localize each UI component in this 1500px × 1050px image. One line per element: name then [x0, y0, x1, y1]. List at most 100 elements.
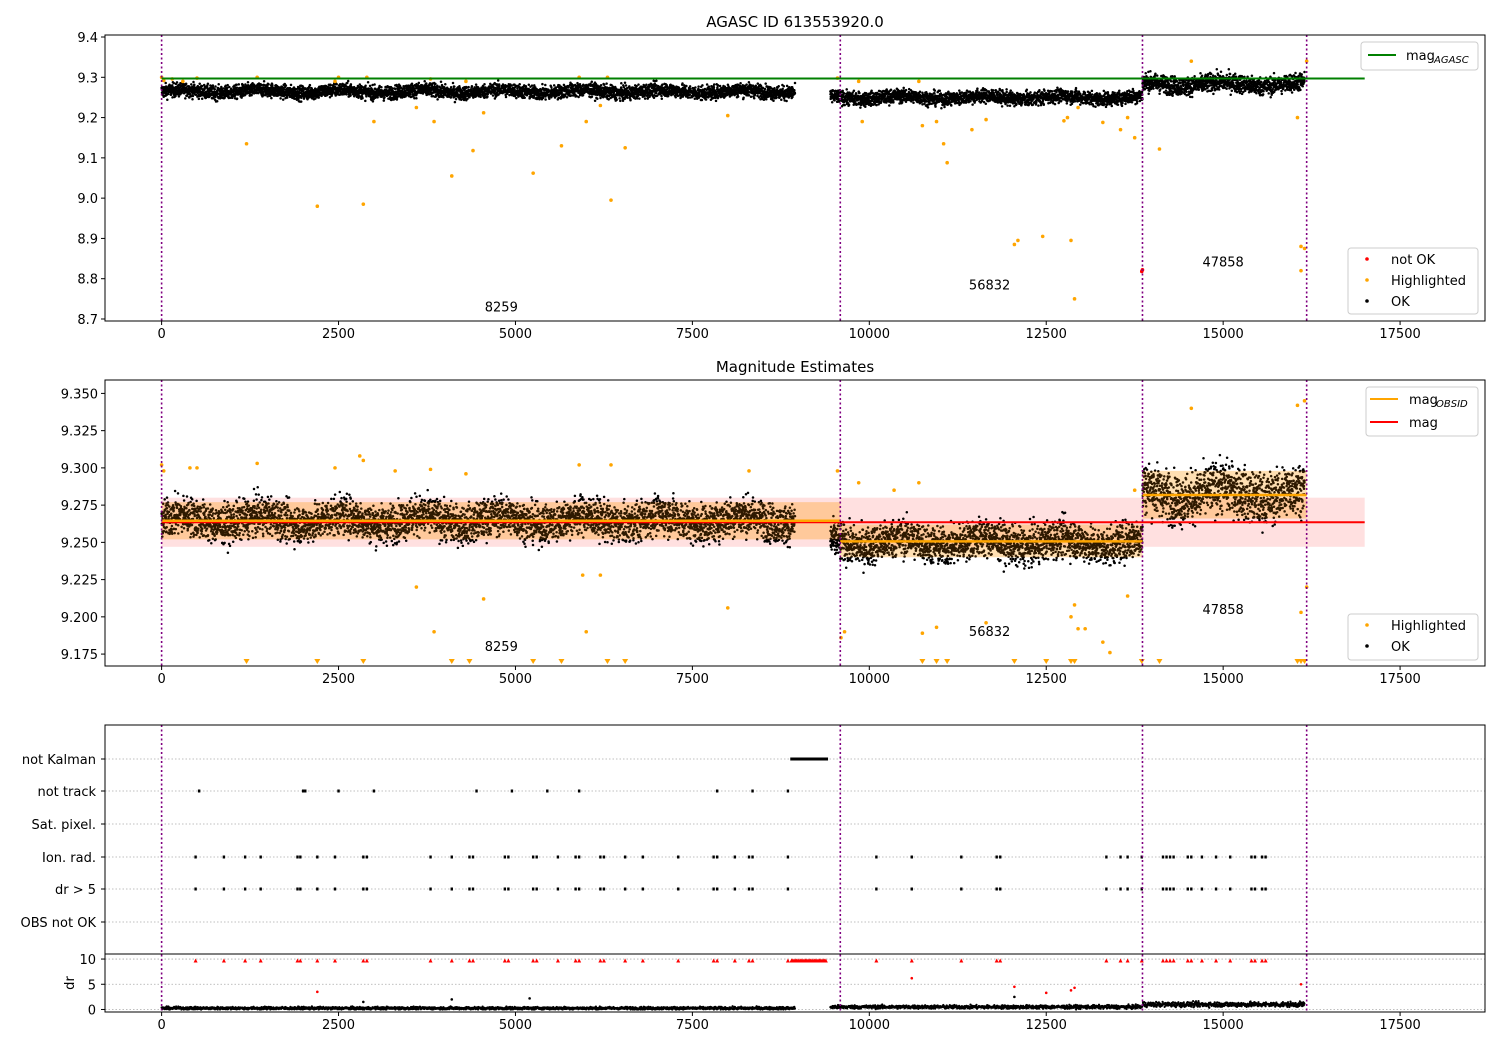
agasc-ok-point: [781, 87, 784, 91]
agasc-ok-point: [171, 96, 174, 99]
agasc-ok-point: [749, 95, 753, 98]
agasc-ok-point: [498, 84, 501, 88]
agasc-ok-point: [222, 87, 225, 90]
agasc-ok-point: [262, 79, 266, 83]
agasc-ok-point: [193, 83, 196, 87]
agasc-ok-point: [590, 80, 594, 83]
agasc-ok-point: [544, 83, 547, 87]
agasc-ok-point: [226, 86, 229, 89]
agasc-ok-point: [681, 82, 684, 85]
agasc-ok-point: [900, 101, 904, 104]
agasc-ok-point: [434, 82, 437, 86]
agasc-ok-point: [847, 103, 851, 107]
agasc-ok-point: [250, 93, 253, 97]
agasc-ok-point: [854, 92, 858, 95]
agasc-ok-point: [700, 98, 704, 102]
agasc-ok-point: [423, 80, 426, 83]
agasc-ok-point: [406, 88, 410, 91]
agasc-ok-point: [701, 84, 704, 87]
agasc-ok-point: [775, 96, 778, 99]
agasc-ok-point: [859, 106, 862, 109]
agasc-ok-point: [752, 96, 756, 100]
agasc-ok-point: [214, 85, 217, 88]
agasc-ok-point: [177, 95, 181, 98]
agasc-ok-point: [299, 100, 303, 103]
agasc-ok-point: [655, 79, 658, 83]
agasc-ok-point: [289, 83, 293, 87]
agasc-ok-point: [864, 105, 867, 108]
agasc-ok-point: [756, 82, 760, 85]
agasc-ok-point: [436, 84, 439, 87]
agasc-ok-point: [192, 80, 195, 84]
agasc-ok-point: [235, 97, 239, 100]
agasc-ok-point: [479, 95, 482, 99]
agasc-ok-point: [191, 97, 194, 101]
agasc-ok-point: [217, 82, 220, 86]
agasc-ok-point: [373, 83, 376, 86]
agasc-ok-point: [436, 98, 439, 101]
agasc-ok-point: [780, 98, 783, 101]
agasc-ok-point: [637, 83, 640, 86]
agasc-ok-point: [224, 84, 227, 87]
agasc-ok-point: [745, 83, 748, 86]
agasc-ok-point: [712, 86, 716, 89]
agasc-ok-point: [852, 89, 856, 93]
agasc-ok-point: [739, 81, 742, 85]
agasc-ok-point: [170, 84, 174, 87]
agasc-ok-point: [496, 79, 500, 82]
agasc-ok-point: [453, 85, 456, 88]
agasc-ok-point: [621, 99, 625, 103]
agasc-ok-point: [550, 86, 553, 89]
agasc-ok-point: [523, 96, 526, 99]
agasc-ok-point: [518, 82, 521, 86]
agasc-ok-point: [214, 95, 217, 99]
agasc-ok-point: [188, 96, 191, 99]
agasc-ok-point: [515, 96, 518, 100]
agasc-ok-point: [596, 97, 599, 101]
agasc-ok-point: [172, 81, 176, 85]
agasc-ok-point: [605, 82, 608, 85]
agasc-ok-point: [602, 83, 606, 86]
agasc-ok-point: [270, 96, 273, 100]
agasc-ok-point: [451, 81, 455, 85]
agasc-ok-point: [449, 85, 453, 89]
agasc-ok-point: [211, 84, 215, 87]
agasc-ok-point: [793, 92, 797, 95]
chart-title: AGASC ID 613553920.0: [706, 13, 884, 31]
agasc-ok-point: [368, 84, 372, 88]
agasc-ok-point: [285, 96, 289, 99]
agasc-ok-point: [410, 82, 414, 85]
agasc-ok-point: [660, 97, 664, 101]
agasc-ok-point: [226, 83, 229, 87]
agasc-ok-point: [209, 84, 212, 87]
agasc-ok-point: [782, 84, 786, 88]
agasc-ok-point: [763, 87, 767, 91]
agasc-ok-point: [833, 99, 836, 102]
agasc-ok-point: [742, 96, 745, 99]
agasc-ok-point: [785, 99, 788, 103]
agasc-ok-point: [169, 93, 173, 96]
agasc-ok-point: [267, 83, 270, 86]
agasc-ok-point: [246, 80, 250, 84]
agasc-ok-point: [638, 97, 641, 100]
agasc-ok-point: [215, 100, 219, 103]
agasc-ok-point: [179, 81, 182, 85]
agasc-ok-point: [467, 85, 470, 89]
agasc-ok-point: [527, 83, 531, 87]
agasc-ok-point: [793, 89, 796, 92]
agasc-ok-point: [212, 86, 215, 89]
agasc-ok-point: [228, 85, 231, 89]
agasc-ok-point: [229, 96, 232, 100]
agasc-ok-point: [693, 97, 697, 101]
agasc-ok-point: [660, 94, 663, 98]
agasc-ok-point: [716, 84, 720, 87]
agasc-ok-point: [870, 89, 873, 92]
agasc-ok-point: [164, 81, 167, 85]
agasc-ok-point: [200, 97, 204, 101]
agasc-ok-point: [439, 80, 443, 83]
agasc-ok-point: [785, 84, 789, 88]
agasc-ok-point: [524, 85, 528, 88]
agasc-ok-point: [235, 83, 238, 87]
agasc-ok-point: [830, 100, 834, 104]
